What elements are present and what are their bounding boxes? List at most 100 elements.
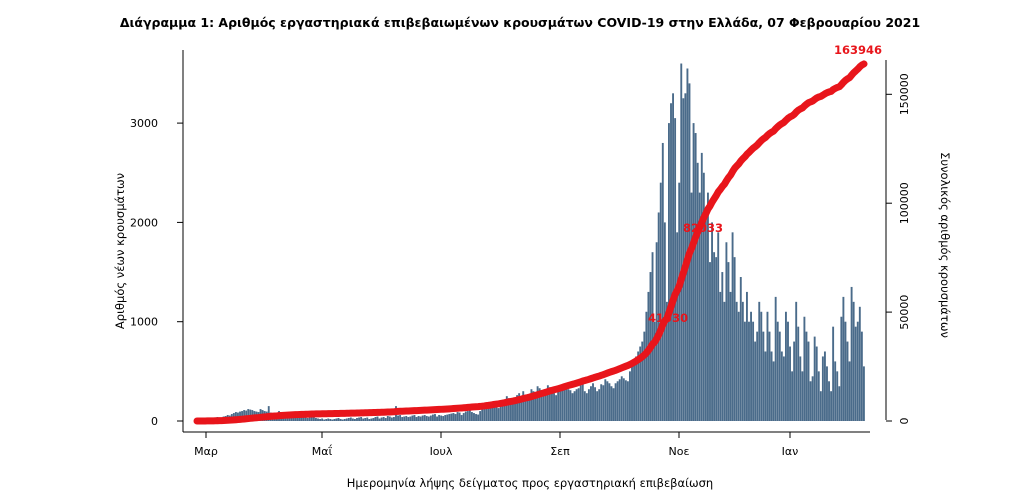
bar — [323, 419, 326, 421]
bar — [709, 262, 711, 421]
bar — [536, 386, 539, 422]
bar — [676, 232, 679, 421]
bar — [639, 346, 642, 421]
left-tick-label: 2000 — [130, 216, 158, 229]
x-tick-label: Μαΐ — [312, 444, 333, 458]
bar — [563, 385, 566, 421]
bar — [862, 366, 865, 421]
bar — [844, 321, 847, 421]
right-tick-label: 0 — [898, 418, 911, 425]
bar — [618, 379, 621, 421]
bar — [719, 291, 722, 421]
bar — [512, 403, 514, 421]
bar — [672, 93, 674, 421]
bar — [462, 413, 465, 421]
bar — [468, 410, 471, 421]
bar — [298, 417, 301, 421]
bar — [587, 389, 590, 421]
bar — [834, 361, 837, 421]
bar — [388, 416, 391, 421]
cumulative-line — [193, 60, 868, 425]
bar — [399, 415, 402, 421]
bar — [378, 418, 381, 421]
bar — [643, 331, 646, 421]
bar — [852, 301, 855, 421]
bar — [809, 381, 812, 421]
bar — [411, 415, 414, 421]
bar — [799, 356, 802, 421]
bar — [319, 419, 321, 421]
bar — [782, 356, 785, 421]
bar — [678, 182, 681, 421]
bar — [520, 397, 523, 421]
bar — [302, 417, 305, 421]
bar — [436, 416, 438, 421]
bar — [308, 417, 311, 421]
bar — [616, 381, 619, 421]
bar — [339, 419, 342, 421]
bar — [376, 416, 379, 421]
bar — [692, 123, 695, 421]
bar — [354, 419, 356, 421]
bar — [452, 413, 455, 421]
bar — [713, 252, 716, 421]
x-tick-label: Σεπ — [550, 445, 570, 458]
bar — [585, 393, 588, 421]
bar — [425, 416, 428, 421]
bar — [631, 366, 633, 421]
bar — [766, 311, 769, 421]
bar — [784, 311, 787, 421]
bar — [750, 311, 752, 421]
bar — [386, 416, 389, 421]
bar — [304, 417, 307, 421]
bar — [774, 296, 777, 422]
chart-title: Διάγραμμα 1: Αριθμός εργαστηριακά επιβεβ… — [120, 15, 920, 30]
bar — [856, 321, 859, 421]
bar — [702, 172, 705, 421]
bar — [854, 326, 857, 421]
bar — [505, 396, 508, 421]
bar — [475, 414, 477, 421]
bar — [795, 301, 798, 421]
bar — [551, 391, 553, 421]
bar — [610, 386, 613, 422]
bar — [733, 257, 736, 421]
bar — [524, 396, 527, 421]
bar — [372, 418, 375, 421]
bar — [756, 331, 759, 421]
bar — [345, 418, 348, 421]
bar — [534, 393, 537, 421]
bar — [801, 371, 804, 421]
bar — [450, 413, 453, 421]
bar — [518, 393, 521, 421]
bar — [493, 401, 496, 421]
bar — [674, 118, 677, 421]
bar — [723, 301, 726, 421]
bar — [821, 356, 824, 421]
bar — [772, 361, 775, 421]
bar — [577, 388, 580, 421]
right-tick-label: 50000 — [898, 295, 911, 330]
bar — [292, 415, 295, 421]
bar — [659, 182, 662, 421]
bar — [528, 394, 531, 421]
bar — [466, 411, 469, 421]
bar — [694, 133, 697, 421]
bar — [312, 417, 315, 421]
bar — [458, 412, 461, 421]
bar — [501, 402, 504, 421]
bar — [686, 68, 689, 422]
bar — [778, 331, 781, 421]
bar — [828, 381, 830, 421]
bar — [448, 414, 451, 421]
bar — [645, 311, 648, 421]
bar — [651, 252, 654, 421]
bar — [748, 321, 750, 421]
bar — [620, 376, 623, 421]
bar — [317, 418, 319, 421]
bar — [807, 341, 810, 421]
bar — [850, 286, 853, 421]
annotations: 163946 82033 41530 — [648, 43, 882, 325]
bar — [555, 395, 558, 421]
